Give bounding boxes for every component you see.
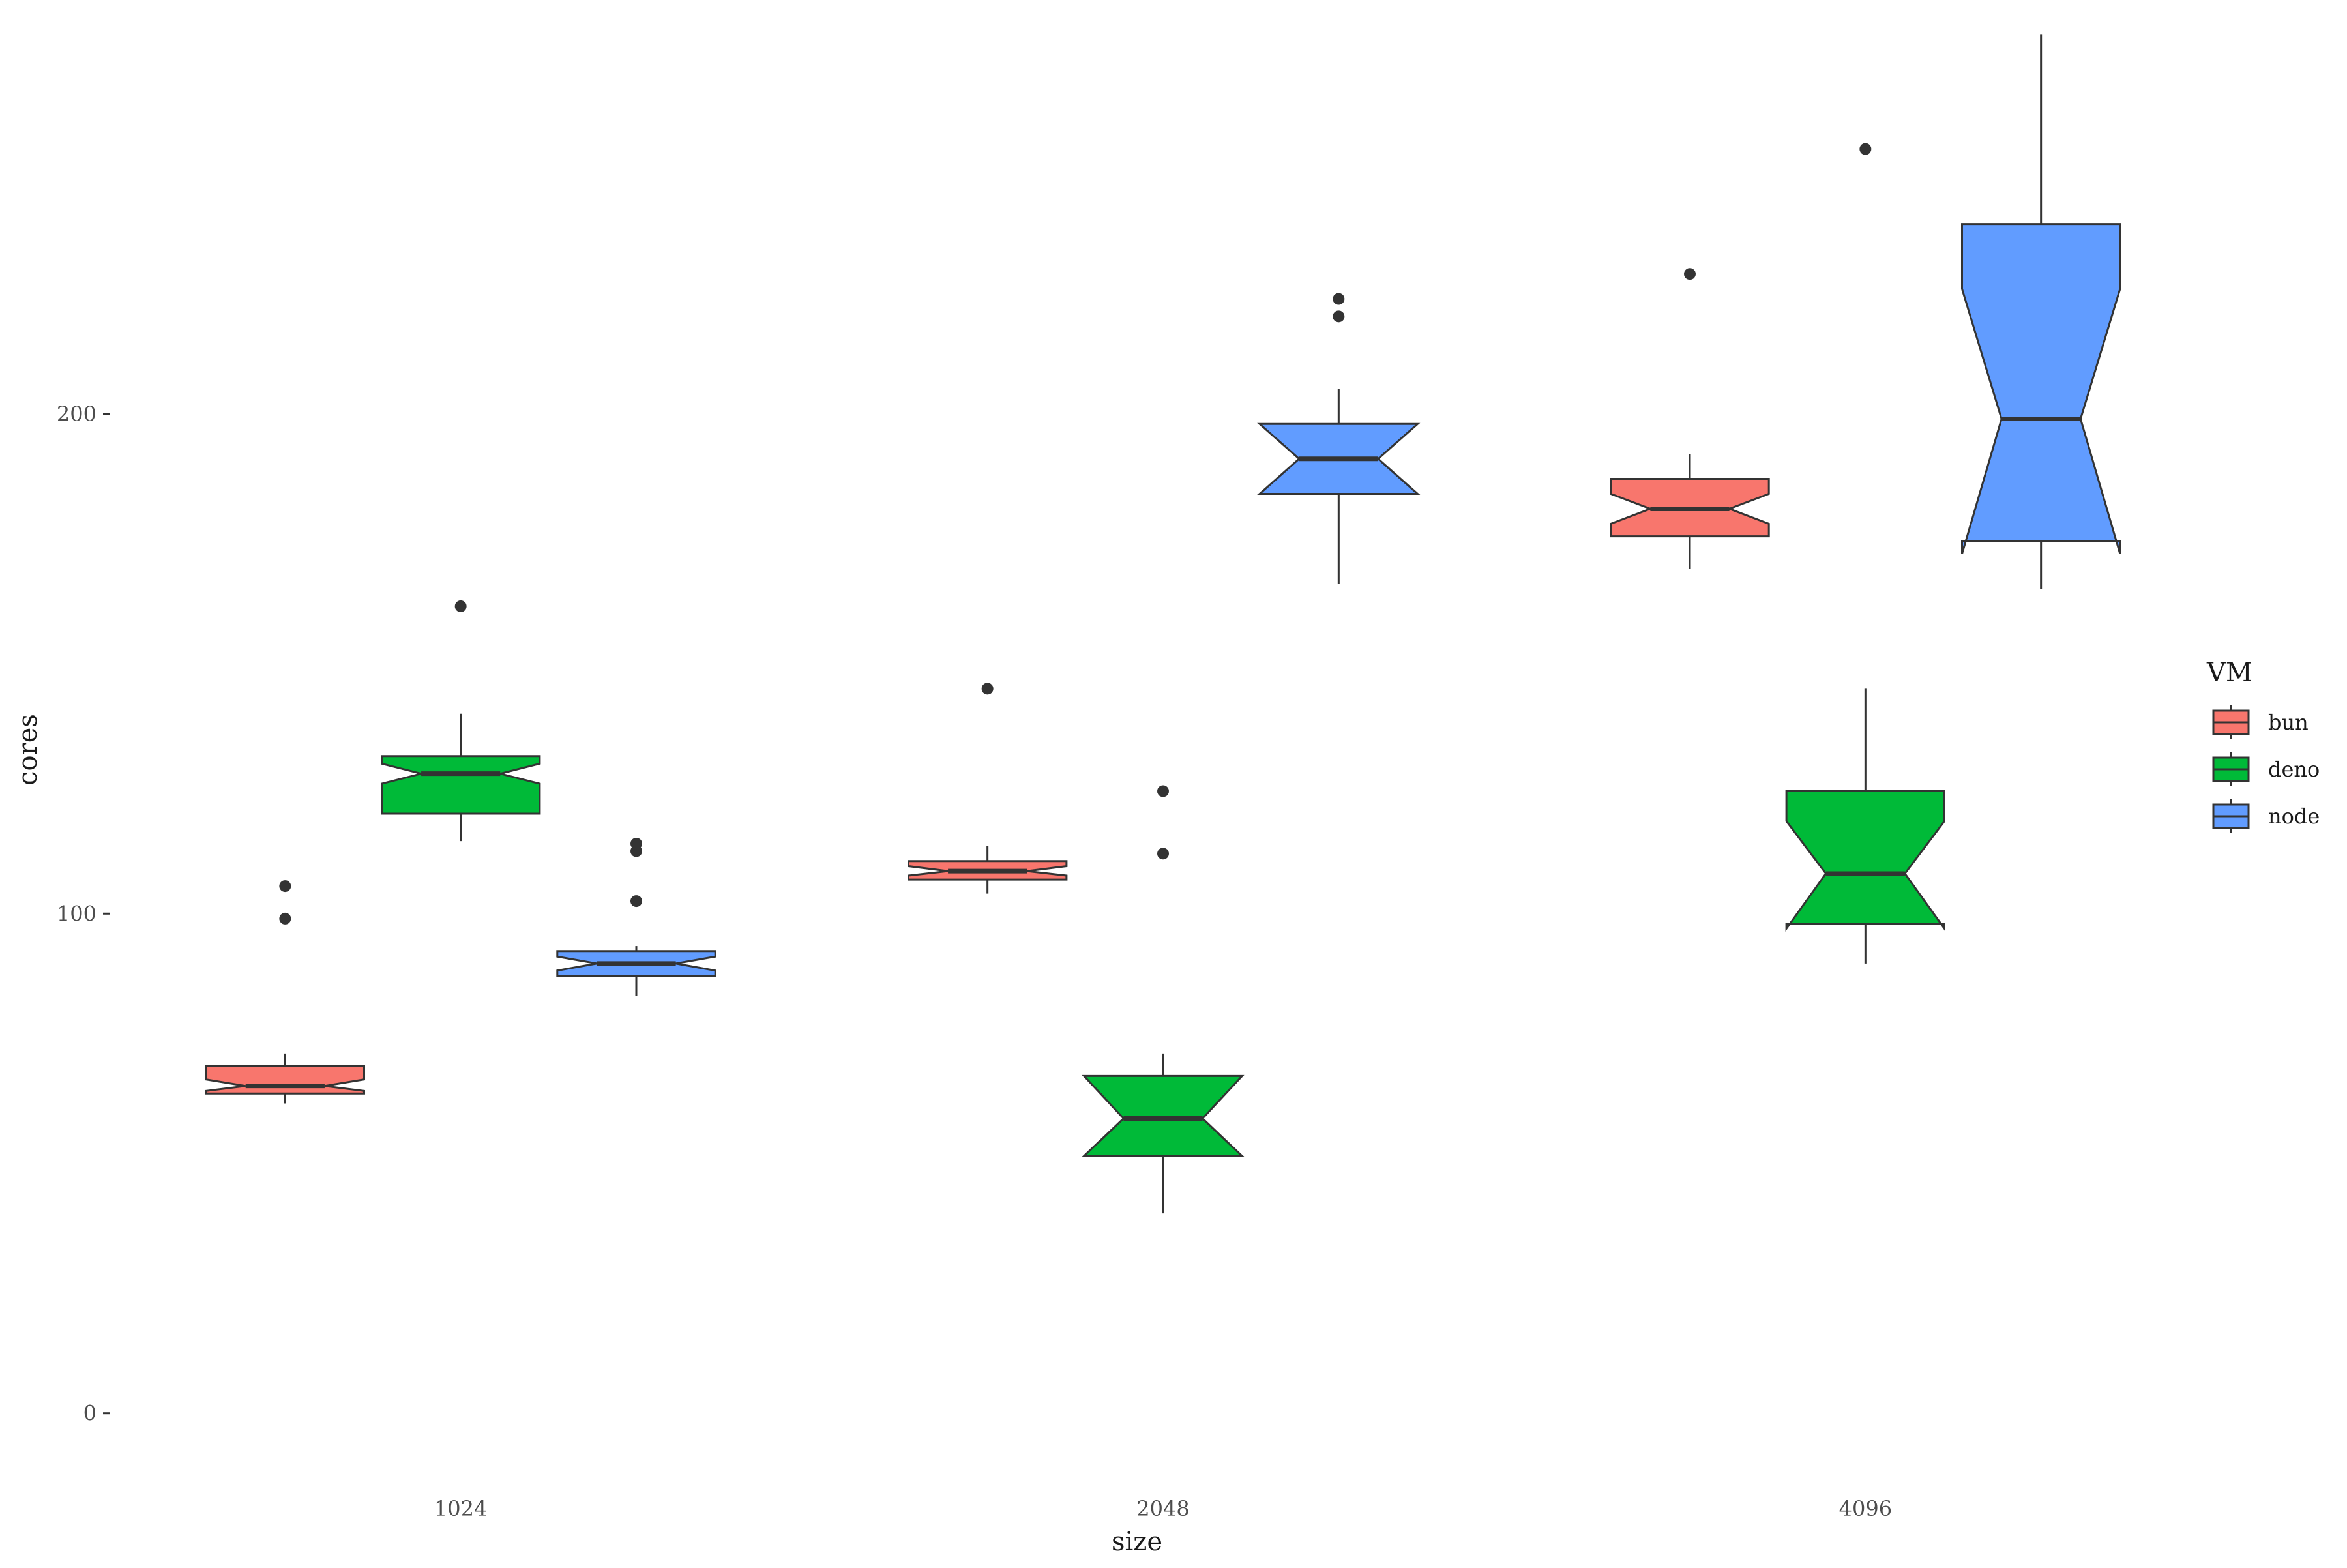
y-tick-label: 100 xyxy=(57,901,96,926)
y-tick-label: 0 xyxy=(83,1401,96,1426)
outlier-point xyxy=(630,895,642,908)
outlier-point xyxy=(1333,310,1345,323)
x-tick-label: 4096 xyxy=(1839,1496,1892,1521)
box-bun-4096 xyxy=(1610,268,1770,569)
box-deno-1024 xyxy=(381,600,541,842)
legend-title: VM xyxy=(2206,658,2252,688)
outlier-point xyxy=(1859,143,1872,155)
box-node-4096 xyxy=(1961,34,2121,589)
x-tick-label: 1024 xyxy=(434,1496,487,1521)
notched-box xyxy=(381,755,541,815)
y-axis-title: cores xyxy=(13,714,43,786)
legend-item-deno: deno xyxy=(2212,752,2320,786)
plot-area xyxy=(205,34,2121,1214)
x-tick-label: 2048 xyxy=(1136,1496,1189,1521)
legend-label: node xyxy=(2268,804,2320,829)
notched-box xyxy=(205,1065,365,1095)
legend: VM bun deno node xyxy=(2206,658,2320,833)
legend-item-bun: bun xyxy=(2212,705,2309,739)
outlier-point xyxy=(981,683,994,695)
outlier-point xyxy=(1684,268,1696,280)
legend-label: deno xyxy=(2268,757,2320,782)
box-bun-1024 xyxy=(205,880,365,1104)
legend-label: bun xyxy=(2268,710,2309,735)
box-bun-2048 xyxy=(908,683,1068,894)
axes: size cores 0 100 200 1024 2048 4096 xyxy=(13,402,1892,1557)
box-node-2048 xyxy=(1257,293,1421,584)
outlier-point xyxy=(1157,785,1169,797)
box-deno-2048 xyxy=(1082,785,1245,1214)
outlier-point xyxy=(454,600,467,612)
notched-box xyxy=(1785,790,1945,932)
notched-box xyxy=(1961,223,2121,554)
outlier-point xyxy=(279,912,291,925)
x-axis-title: size xyxy=(1112,1527,1162,1557)
outlier-point xyxy=(1333,293,1345,305)
outlier-point xyxy=(630,837,642,850)
notched-box xyxy=(1082,1074,1245,1157)
outlier-point xyxy=(279,880,291,893)
box-deno-4096 xyxy=(1785,143,1945,964)
y-tick-label: 200 xyxy=(57,402,96,426)
box-node-1024 xyxy=(556,837,716,996)
outlier-point xyxy=(1157,848,1169,860)
legend-item-node: node xyxy=(2212,799,2320,833)
